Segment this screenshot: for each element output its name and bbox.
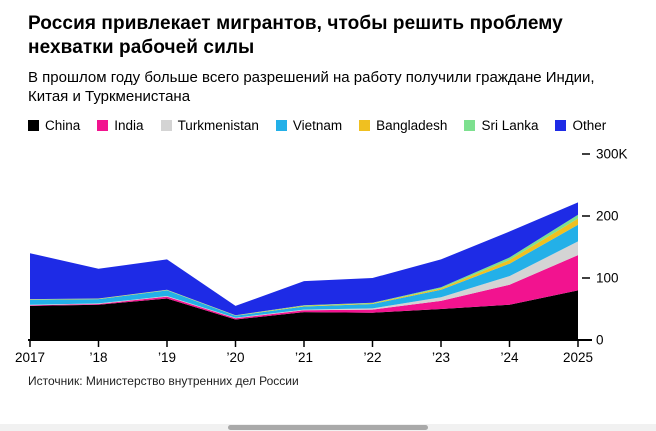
legend-item-turkmenistan: Turkmenistan (160, 118, 259, 134)
area-vietnam (30, 224, 578, 318)
area-other (30, 202, 578, 316)
legend-label: Sri Lanka (481, 118, 539, 134)
x-tick-label: 2025 (563, 350, 593, 365)
legend-label: Turkmenistan (177, 118, 259, 134)
x-tick-label: ’21 (295, 350, 313, 365)
x-tick-label: ’23 (432, 350, 450, 365)
scrollbar-thumb[interactable] (228, 425, 428, 430)
legend-label: Other (572, 118, 607, 134)
horizontal-scrollbar[interactable] (0, 424, 656, 431)
x-tick-label: 2017 (15, 350, 45, 365)
legend-item-india: India (97, 118, 144, 134)
area-india (30, 255, 578, 320)
x-tick-label: ’20 (226, 350, 244, 365)
area-china (30, 290, 578, 341)
x-tick-label: ’19 (158, 350, 176, 365)
legend-label: Bangladesh (376, 118, 448, 134)
legend-swatch (160, 120, 172, 132)
legend-swatch (359, 120, 371, 132)
legend-item-china: China (28, 118, 80, 133)
legend-swatch (28, 120, 39, 132)
legend-item-bangladesh: Bangladesh (359, 118, 447, 133)
legend-item-vietnam: Vietnam (275, 118, 343, 134)
area-turkmenistan (30, 241, 578, 319)
legend-swatch (464, 120, 476, 132)
chart-title: Россия привлекает мигрантов, чтобы решит… (28, 13, 563, 59)
y-tick-label: 0 (596, 333, 604, 348)
legend-label: China (45, 118, 81, 134)
chart-svg: 0 100 200 300K 2017 ’18 ’19 ’20 ’21 ’22 ’23 ’24 2025 (15, 147, 628, 366)
x-tick-label: ’24 (500, 350, 519, 365)
legend-swatch (97, 120, 109, 132)
x-tick-label: ’18 (89, 350, 107, 365)
legend-label: Vietnam (292, 118, 343, 134)
chart-subtitle: В прошлом году больше всего разрешений н… (28, 68, 595, 106)
x-tick-label: ’22 (363, 350, 381, 365)
legend-swatch (275, 120, 287, 132)
legend-swatch (555, 120, 567, 132)
legend-item-other: Other (555, 118, 606, 133)
source-note: Источник: Министерство внутренних дел Ро… (28, 374, 299, 389)
y-tick-label: 200 (596, 209, 619, 224)
legend: China India Turkmenistan Vietnam Bangladesh S… (28, 118, 628, 133)
legend-item-sri-lanka: Sri Lanka (464, 118, 538, 133)
legend-label: India (114, 118, 144, 134)
y-tick-label: 300K (596, 147, 628, 162)
y-tick-label: 100 (596, 271, 619, 286)
